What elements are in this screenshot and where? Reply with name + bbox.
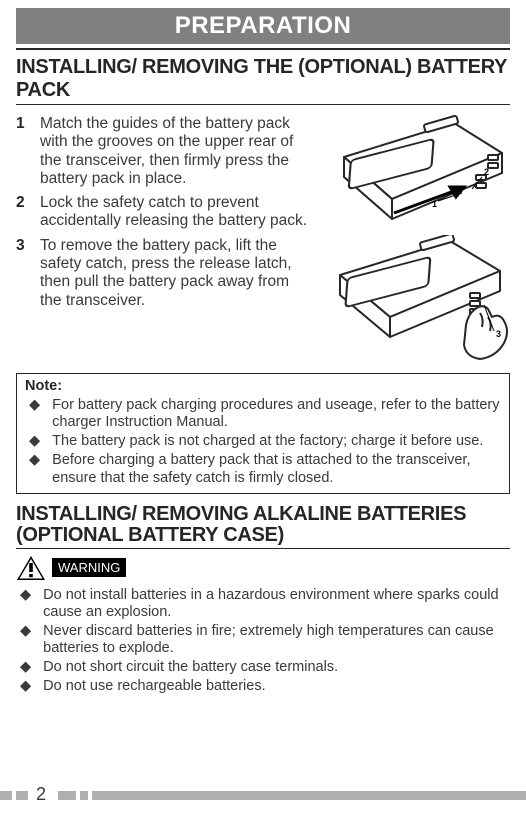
footer-bar-segment — [92, 791, 526, 800]
device-install-illustration: 1 2 — [324, 115, 510, 227]
warning-list: ◆ Do not install batteries in a hazardou… — [16, 587, 510, 696]
diamond-icon: ◆ — [20, 678, 31, 695]
diamond-icon: ◆ — [20, 659, 31, 676]
footer-bar-segment — [80, 791, 88, 800]
callout-2: 2 — [484, 167, 489, 177]
diamond-icon: ◆ — [29, 452, 40, 486]
step-item: 3 To remove the battery pack, lift the s… — [16, 237, 314, 310]
warning-bullet: ◆ Do not short circuit the battery case … — [16, 659, 510, 676]
divider — [16, 104, 510, 105]
diamond-icon: ◆ — [29, 433, 40, 450]
warning-text: Do not short circuit the battery case te… — [43, 659, 510, 676]
note-bullet: ◆ Before charging a battery pack that is… — [25, 452, 501, 486]
step-text: To remove the battery pack, lift the saf… — [40, 237, 314, 310]
warning-bullet: ◆ Never discard batteries in fire; extre… — [16, 623, 510, 657]
step-number: 1 — [16, 115, 26, 188]
page-title: PREPARATION — [16, 8, 510, 44]
note-box: Note: ◆ For battery pack charging proced… — [16, 373, 510, 494]
callout-1: 1 — [432, 199, 437, 209]
step-number: 2 — [16, 194, 26, 231]
steps-row: 1 Match the guides of the battery pack w… — [16, 115, 510, 365]
step-text: Lock the safety catch to prevent acciden… — [40, 194, 314, 231]
diamond-icon: ◆ — [29, 397, 40, 431]
step-item: 2 Lock the safety catch to prevent accid… — [16, 194, 314, 231]
note-text: Before charging a battery pack that is a… — [52, 452, 501, 486]
divider — [16, 48, 510, 50]
note-title: Note: — [25, 378, 501, 395]
warning-bullet: ◆ Do not use rechargeable batteries. — [16, 678, 510, 695]
diamond-icon: ◆ — [20, 623, 31, 657]
diamond-icon: ◆ — [20, 587, 31, 621]
section-heading-battery-pack: INSTALLING/ REMOVING THE (OPTIONAL) BATT… — [16, 56, 510, 102]
note-text: The battery pack is not charged at the f… — [52, 433, 501, 450]
warning-header: WARNING — [16, 555, 510, 581]
illustrations-column: 1 2 3 — [324, 115, 510, 365]
footer-bar-segment — [0, 791, 12, 800]
warning-triangle-icon — [16, 555, 46, 581]
divider — [16, 548, 510, 549]
warning-text: Do not use rechargeable batteries. — [43, 678, 510, 695]
note-bullet: ◆ For battery pack charging procedures a… — [25, 397, 501, 431]
warning-text: Never discard batteries in fire; extreme… — [43, 623, 510, 657]
callout-3: 3 — [496, 329, 501, 339]
note-bullet: ◆ The battery pack is not charged at the… — [25, 433, 501, 450]
step-item: 1 Match the guides of the battery pack w… — [16, 115, 314, 188]
warning-text: Do not install batteries in a hazardous … — [43, 587, 510, 621]
page-number: 2 — [36, 784, 46, 805]
footer-bar-segment — [16, 791, 28, 800]
footer: 2 — [0, 786, 526, 804]
device-remove-illustration: 3 — [324, 235, 510, 365]
section-heading-alkaline: INSTALLING/ REMOVING ALKALINE BATTERIES … — [16, 504, 510, 546]
step-text: Match the guides of the battery pack wit… — [40, 115, 314, 188]
footer-bar-segment — [58, 791, 76, 800]
step-number: 3 — [16, 237, 26, 310]
warning-label: WARNING — [52, 558, 126, 577]
note-text: For battery pack charging procedures and… — [52, 397, 501, 431]
steps-column: 1 Match the guides of the battery pack w… — [16, 115, 314, 365]
warning-bullet: ◆ Do not install batteries in a hazardou… — [16, 587, 510, 621]
